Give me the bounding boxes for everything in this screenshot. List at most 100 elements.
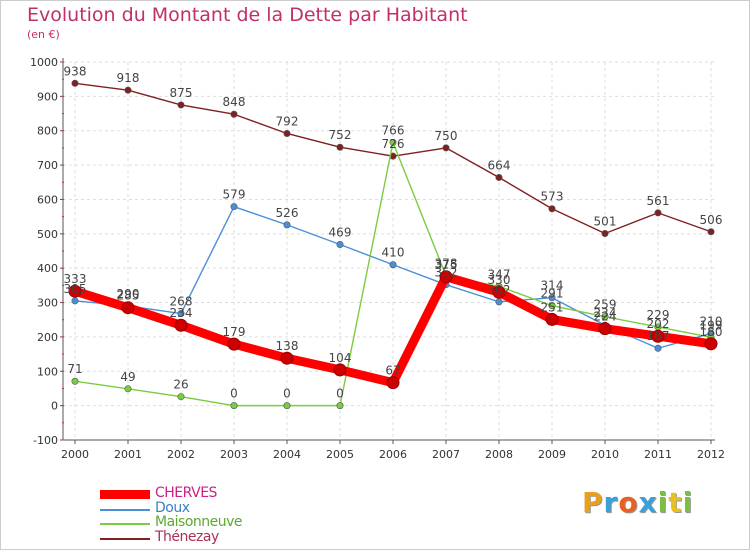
data-label: 251	[541, 300, 564, 314]
y-tick-label: 600	[37, 193, 58, 206]
y-tick-label: 200	[37, 331, 58, 344]
data-label: 180	[700, 325, 723, 339]
data-point	[121, 301, 135, 315]
data-point	[283, 129, 291, 137]
x-tick-label: 2009	[538, 448, 566, 461]
data-label: 726	[382, 137, 405, 151]
data-point	[336, 143, 344, 151]
data-point	[654, 209, 662, 217]
data-point	[548, 302, 556, 310]
data-label: 750	[435, 129, 458, 143]
data-label: 179	[223, 325, 246, 339]
data-point	[492, 285, 506, 299]
legend-swatch	[100, 523, 150, 525]
data-label: 26	[173, 378, 188, 392]
data-label: 285	[117, 289, 140, 303]
data-label: 290	[117, 287, 140, 301]
data-label: 561	[647, 194, 670, 208]
data-label: 573	[541, 190, 564, 204]
data-point	[124, 86, 132, 94]
data-label: 234	[594, 306, 617, 320]
data-point	[654, 344, 662, 352]
data-point	[548, 205, 556, 213]
plot-area	[63, 62, 715, 440]
data-label: 268	[170, 295, 193, 309]
y-tick-label: 500	[37, 228, 58, 241]
x-tick-label: 2003	[220, 448, 248, 461]
data-label: 375	[435, 258, 458, 272]
y-tick-label: 800	[37, 125, 58, 138]
legend-swatch	[100, 490, 150, 499]
data-label: 526	[276, 206, 299, 220]
data-point	[548, 294, 556, 302]
data-point	[598, 322, 612, 336]
data-label: 167	[647, 329, 670, 343]
data-point	[71, 297, 79, 305]
x-tick-label: 2012	[697, 448, 725, 461]
data-point	[495, 298, 503, 306]
data-point	[177, 310, 185, 318]
data-label: 71	[67, 362, 82, 376]
x-tick-label: 2002	[167, 448, 195, 461]
data-label: 199	[700, 318, 723, 332]
data-point	[227, 337, 241, 351]
data-label: 67	[385, 364, 400, 378]
data-point	[230, 402, 238, 410]
x-tick-label: 2010	[591, 448, 619, 461]
y-tick-label: 300	[37, 297, 58, 310]
data-label: 229	[647, 308, 670, 322]
data-label: 506	[700, 213, 723, 227]
chart-title: Evolution du Montant de la Dette par Hab…	[27, 4, 468, 26]
data-label: 234	[170, 306, 193, 320]
data-point	[174, 318, 188, 332]
data-label: 469	[329, 225, 352, 239]
data-point	[71, 377, 79, 385]
data-point	[280, 351, 294, 365]
data-label: 202	[647, 317, 670, 331]
legend-label: CHERVES	[155, 485, 217, 501]
data-label: 210	[700, 314, 723, 328]
data-label: 330	[488, 273, 511, 287]
legend-swatch	[100, 508, 150, 511]
x-tick-label: 2011	[644, 448, 672, 461]
data-label: 501	[594, 214, 617, 228]
data-label: 224	[594, 310, 617, 324]
data-label: 938	[64, 64, 87, 78]
data-point	[124, 385, 132, 393]
y-tick-label: 700	[37, 159, 58, 172]
data-point	[495, 173, 503, 181]
legend-label: Thénezay	[155, 528, 219, 545]
y-tick-label: 100	[37, 365, 58, 378]
data-point	[177, 393, 185, 401]
data-point	[336, 240, 344, 248]
data-point	[545, 312, 559, 326]
data-label: 378	[435, 257, 458, 271]
data-label: 0	[230, 387, 238, 401]
data-point	[230, 203, 238, 211]
data-label: 752	[329, 128, 352, 142]
data-label: 138	[276, 339, 299, 353]
data-label: 333	[64, 272, 87, 286]
data-point	[439, 270, 453, 284]
y-tick-label: 0	[51, 400, 58, 413]
data-label: 49	[120, 370, 135, 384]
x-tick-label: 2008	[485, 448, 513, 461]
data-point	[71, 79, 79, 87]
data-label: 792	[276, 114, 299, 128]
data-label: 0	[283, 387, 291, 401]
data-label: 352	[435, 266, 458, 280]
data-label: 0	[336, 387, 344, 401]
data-point	[389, 138, 397, 146]
data-label: 314	[541, 279, 564, 293]
y-tick-label: 400	[37, 262, 58, 275]
legend-label: Doux	[155, 499, 190, 516]
data-label: 347	[488, 267, 511, 281]
x-tick-label: 2004	[273, 448, 301, 461]
y-tick-label: -100	[33, 434, 58, 447]
data-point	[386, 376, 400, 390]
legend-label: Maisonneuve	[155, 514, 243, 530]
data-point	[68, 284, 82, 298]
data-label: 302	[488, 283, 511, 297]
data-label: 104	[329, 351, 352, 365]
